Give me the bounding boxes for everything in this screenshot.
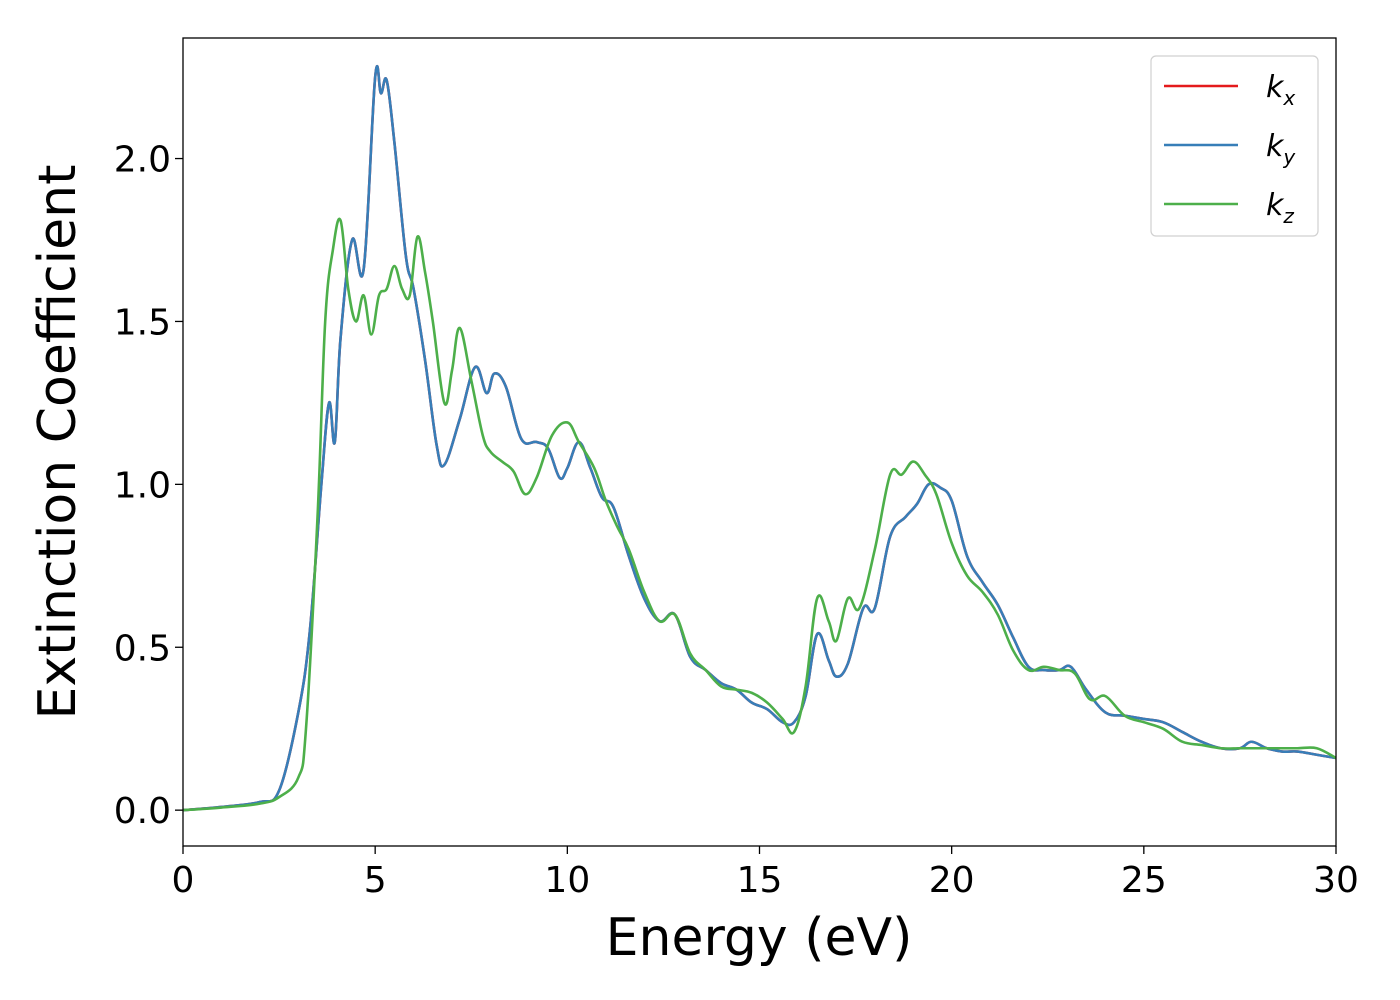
series-line-k-z	[183, 217, 1336, 812]
y-axis-title: Extinction Coefficient	[28, 165, 88, 720]
legend-label-ky: ky	[1266, 129, 1296, 169]
y-tick-label: 0.5	[114, 628, 171, 669]
y-axis: 0.0 0.5 1.0 1.5 2.0	[114, 140, 183, 832]
x-axis-title: Energy (eV)	[606, 908, 913, 968]
x-tick-label: 5	[364, 860, 387, 901]
series-line-k-y	[183, 65, 1336, 812]
x-tick-label: 25	[1121, 860, 1167, 901]
y-tick-label: 0.0	[114, 791, 171, 832]
x-tick-label: 15	[737, 860, 783, 901]
y-tick-label: 1.0	[114, 465, 171, 506]
x-tick-label: 30	[1313, 860, 1359, 901]
legend-label-kz: kz	[1266, 188, 1294, 228]
series-layer	[183, 65, 1336, 812]
x-axis: 0 5 10 15 20 25 30	[172, 846, 1359, 901]
x-tick-label: 0	[172, 860, 195, 901]
legend: kx ky kz	[1150, 55, 1319, 237]
plot-area	[183, 38, 1336, 846]
x-tick-label: 10	[544, 860, 590, 901]
y-tick-label: 2.0	[114, 140, 171, 181]
legend-label-kx: kx	[1266, 70, 1295, 110]
y-tick-label: 1.5	[114, 302, 171, 343]
x-tick-label: 20	[929, 860, 975, 901]
